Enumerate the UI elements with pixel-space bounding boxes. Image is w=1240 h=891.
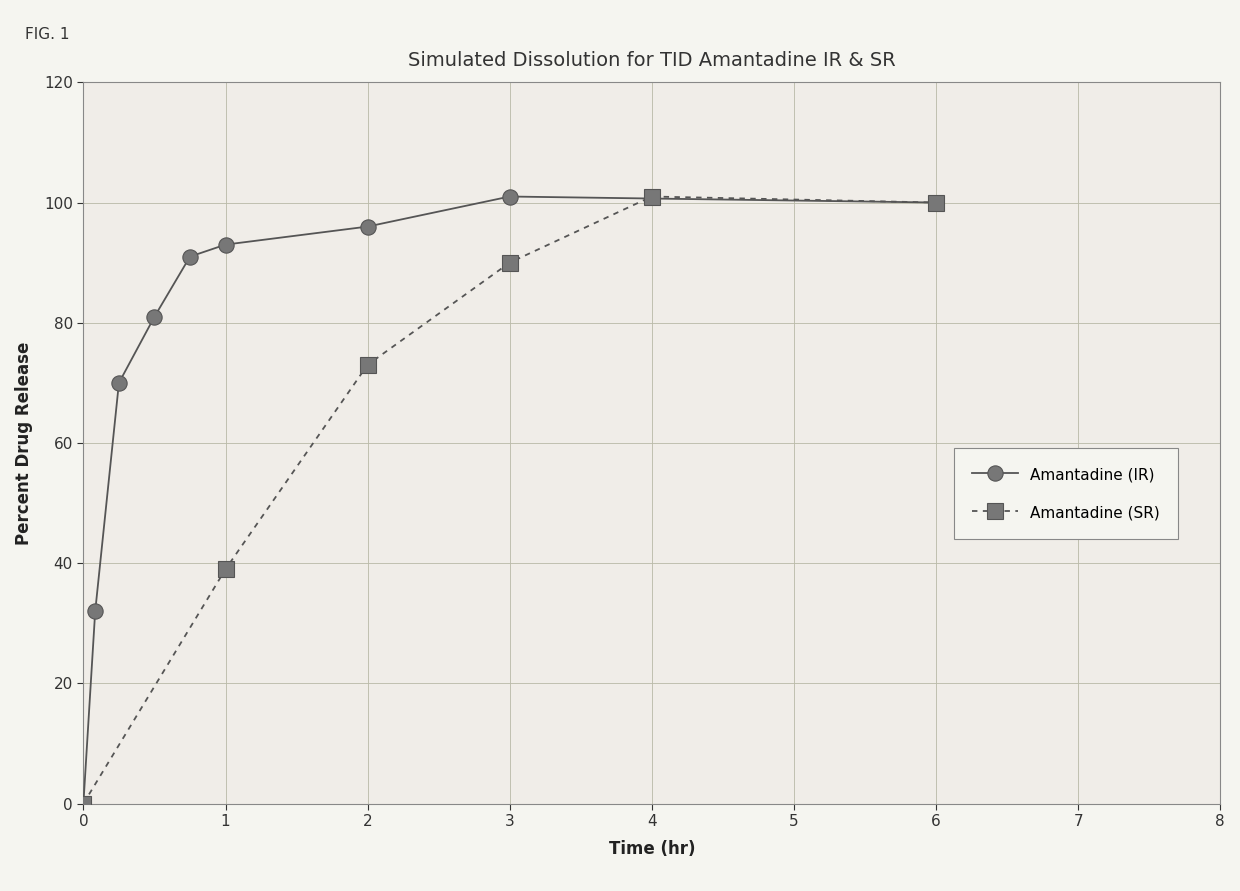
Amantadine (IR)	[502, 192, 517, 202]
Amantadine (IR)	[148, 311, 162, 322]
X-axis label: Time (hr): Time (hr)	[609, 840, 696, 858]
Amantadine (IR)	[218, 240, 233, 250]
Amantadine (SR)	[502, 257, 517, 268]
Amantadine (IR)	[182, 251, 197, 262]
Amantadine (SR)	[360, 359, 374, 370]
Line: Amantadine (SR): Amantadine (SR)	[76, 188, 945, 812]
Amantadine (SR)	[929, 197, 944, 208]
Line: Amantadine (IR): Amantadine (IR)	[76, 189, 944, 812]
Title: Simulated Dissolution for TID Amantadine IR & SR: Simulated Dissolution for TID Amantadine…	[408, 51, 895, 69]
Amantadine (IR)	[76, 798, 91, 809]
Y-axis label: Percent Drug Release: Percent Drug Release	[15, 341, 33, 544]
Text: FIG. 1: FIG. 1	[25, 27, 69, 42]
Amantadine (IR)	[929, 197, 944, 208]
Amantadine (SR)	[645, 192, 660, 202]
Legend: Amantadine (IR), Amantadine (SR): Amantadine (IR), Amantadine (SR)	[954, 447, 1178, 539]
Amantadine (IR)	[112, 378, 126, 388]
Amantadine (SR)	[218, 564, 233, 575]
Amantadine (IR)	[360, 221, 374, 232]
Amantadine (SR)	[76, 798, 91, 809]
Amantadine (IR)	[88, 606, 103, 617]
